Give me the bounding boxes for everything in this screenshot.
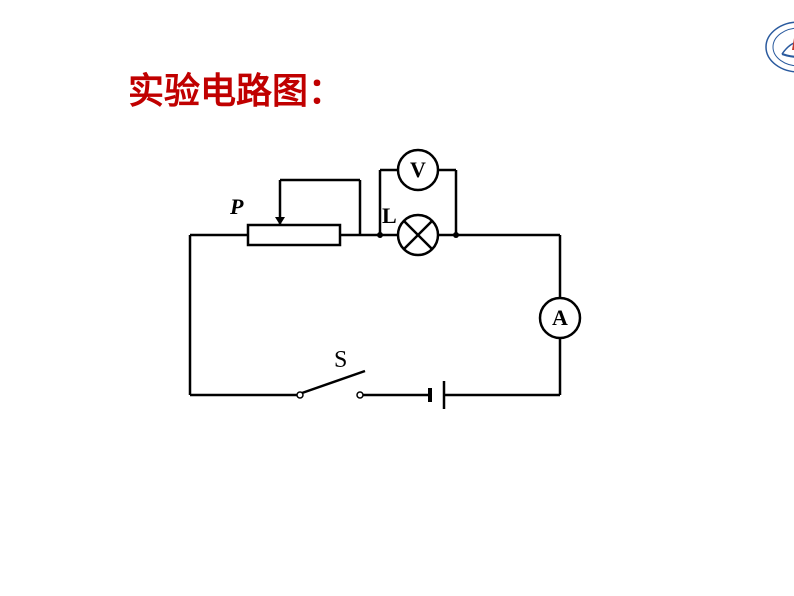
- circuit-diagram: [0, 0, 794, 596]
- switch-label: S: [334, 347, 347, 374]
- lamp-label: L: [382, 203, 397, 229]
- rheostat-label: P: [230, 194, 243, 220]
- ammeter-label: A: [552, 305, 568, 331]
- voltmeter-label: V: [410, 157, 426, 183]
